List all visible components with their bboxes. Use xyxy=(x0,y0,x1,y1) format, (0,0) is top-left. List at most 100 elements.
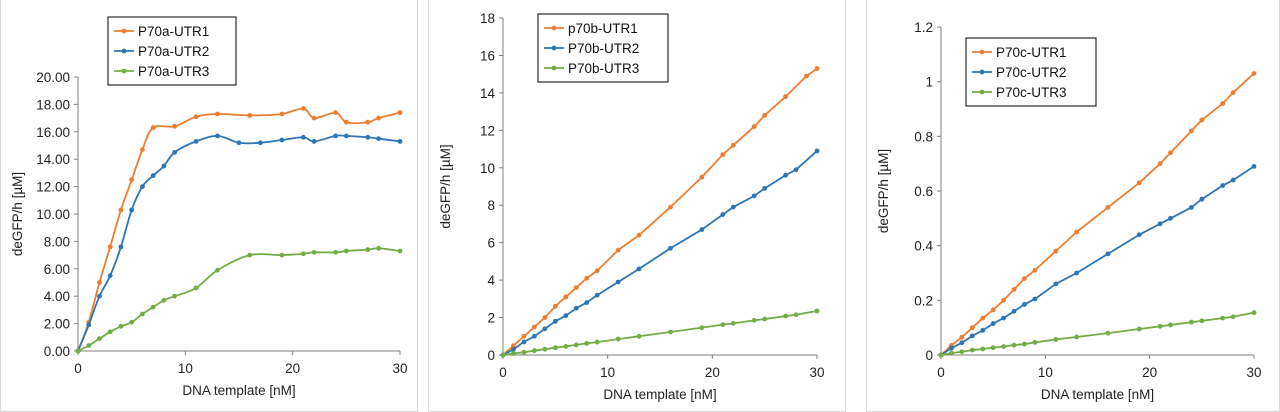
legend-label: p70b-UTR1 xyxy=(568,21,638,36)
x-tick-label: 20 xyxy=(705,365,720,380)
legend-marker xyxy=(979,69,985,75)
data-point xyxy=(1168,215,1173,221)
y-tick-label: 10.00 xyxy=(36,207,70,222)
x-tick-label: 0 xyxy=(74,361,82,376)
data-point xyxy=(193,114,199,120)
data-point xyxy=(1074,270,1080,276)
data-point xyxy=(521,333,527,339)
data-point xyxy=(247,252,253,258)
data-point xyxy=(949,345,954,351)
data-point xyxy=(193,285,199,291)
legend-marker xyxy=(551,25,557,31)
data-point xyxy=(397,110,403,116)
y-tick-label: 4.00 xyxy=(44,289,70,304)
x-tick-label: 10 xyxy=(1038,365,1053,380)
data-point xyxy=(1251,71,1257,76)
y-tick-label: 16.00 xyxy=(36,125,70,140)
data-point xyxy=(1157,323,1163,329)
data-point xyxy=(730,204,736,210)
data-point xyxy=(1136,180,1142,186)
data-point xyxy=(1136,232,1142,238)
y-tick-label: 0.00 xyxy=(44,344,70,359)
x-axis-label: DNA template [nM] xyxy=(603,387,716,402)
data-point xyxy=(668,204,673,210)
data-point xyxy=(129,319,135,325)
data-point xyxy=(311,138,317,144)
y-tick-label: 18.00 xyxy=(36,97,70,112)
y-tick-label: 1.2 xyxy=(914,20,933,35)
data-point xyxy=(594,292,600,298)
data-point xyxy=(150,125,156,131)
data-point xyxy=(1157,161,1163,167)
data-point xyxy=(594,268,600,274)
series-line xyxy=(940,165,1255,356)
data-point xyxy=(563,343,569,349)
series-line xyxy=(940,311,1255,356)
data-point xyxy=(118,207,124,213)
y-tick-label: 14 xyxy=(480,86,496,101)
data-point xyxy=(311,115,317,121)
data-point xyxy=(1199,196,1205,202)
data-point xyxy=(1022,302,1027,307)
data-point xyxy=(990,307,996,313)
y-tick-label: 12 xyxy=(480,123,495,138)
data-point xyxy=(521,339,527,345)
data-point xyxy=(193,138,199,144)
data-point xyxy=(376,115,381,121)
y-tick-label: 1 xyxy=(925,75,933,90)
data-point xyxy=(573,305,579,311)
data-point xyxy=(793,167,799,173)
data-point xyxy=(107,273,113,279)
data-point xyxy=(215,267,220,273)
chart-c: 0 0.2 0.4 0.6 0.8 1 1.2 0 10 20 30 DNA template [nM… xyxy=(876,20,1262,402)
data-point xyxy=(1001,344,1006,349)
chart-panel-b: 0 2 4 6 8 10 12 14 16 18 0 10 20 30 DNA template [nM] d… xyxy=(428,0,846,412)
legend-marker xyxy=(979,49,985,55)
data-point xyxy=(552,303,558,309)
legend-label: P70a-UTR3 xyxy=(138,64,209,79)
data-point xyxy=(532,333,537,339)
data-point xyxy=(140,311,145,317)
data-point xyxy=(783,172,788,178)
data-point xyxy=(1199,318,1205,324)
data-point xyxy=(814,148,820,154)
data-point xyxy=(699,174,705,180)
data-point xyxy=(129,177,135,183)
y-tick-label: 0.2 xyxy=(914,293,933,308)
data-point xyxy=(532,324,537,330)
data-point xyxy=(793,312,799,318)
data-point xyxy=(333,110,338,116)
data-point xyxy=(279,137,285,143)
data-point xyxy=(343,119,349,125)
x-tick-label: 0 xyxy=(499,365,507,380)
y-tick-label: 6.00 xyxy=(44,262,70,277)
data-point xyxy=(511,346,516,352)
data-point xyxy=(980,346,986,352)
data-point xyxy=(301,134,306,140)
data-point xyxy=(1011,342,1017,348)
y-axis-label: deGFP/h [µM] xyxy=(876,149,891,233)
data-point xyxy=(1022,276,1027,281)
data-point xyxy=(573,342,579,348)
x-tick-label: 30 xyxy=(809,365,824,380)
data-point xyxy=(751,193,757,199)
x-tick-label: 20 xyxy=(285,361,300,376)
data-point xyxy=(511,343,516,349)
data-point xyxy=(762,316,768,322)
data-point xyxy=(1032,296,1038,302)
data-point xyxy=(959,340,965,346)
data-point xyxy=(584,340,590,346)
data-point xyxy=(1032,267,1038,273)
data-point xyxy=(573,285,579,290)
data-point xyxy=(1001,315,1006,321)
data-point xyxy=(365,119,371,125)
data-point xyxy=(584,275,590,281)
data-point xyxy=(762,112,768,118)
data-point xyxy=(1230,177,1236,183)
legend-marker xyxy=(979,89,985,95)
legend-marker xyxy=(121,28,127,34)
y-tick-label: 0.4 xyxy=(914,239,933,254)
data-point xyxy=(343,133,349,139)
chart-panel-c: 0 0.2 0.4 0.6 0.8 1 1.2 0 10 20 30 DNA template [nM… xyxy=(866,0,1280,412)
legend-marker xyxy=(121,68,127,74)
